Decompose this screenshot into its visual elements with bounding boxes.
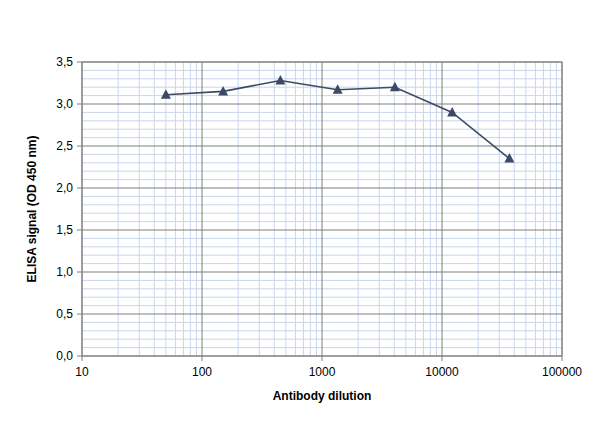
minor-grid bbox=[303, 62, 304, 356]
minor-grid bbox=[478, 62, 479, 356]
minor-grid bbox=[175, 62, 176, 356]
grid bbox=[82, 62, 562, 356]
x-tick bbox=[322, 356, 323, 361]
data-point bbox=[218, 86, 228, 96]
minor-grid bbox=[165, 62, 166, 356]
y-tick-label: 1,5 bbox=[56, 223, 73, 237]
y-tick bbox=[77, 62, 82, 63]
x-tick-label: 10 bbox=[75, 365, 89, 379]
y-tick-label: 2,5 bbox=[56, 139, 73, 153]
y-grid-line bbox=[82, 104, 562, 105]
chart: 10 100 1000 10000 100000 0,0 0,5 1,0 1,5 2,0 2,5 3,… bbox=[0, 0, 600, 447]
y-tick bbox=[77, 104, 82, 105]
y-tick-label: 0,0 bbox=[56, 349, 73, 363]
x-axis-title: Antibody dilution bbox=[273, 389, 372, 403]
x-tick bbox=[202, 356, 203, 361]
x-tick-label: 1000 bbox=[309, 365, 336, 379]
minor-grid bbox=[430, 62, 431, 356]
y-tick bbox=[77, 230, 82, 231]
x-grid-line bbox=[442, 62, 443, 356]
y-tick bbox=[77, 314, 82, 315]
minor-grid bbox=[415, 62, 416, 356]
minor-grid bbox=[358, 62, 359, 356]
minor-grid bbox=[118, 62, 119, 356]
minor-grid bbox=[310, 62, 311, 356]
minor-grid bbox=[525, 62, 526, 356]
x-tick-label: 100 bbox=[192, 365, 212, 379]
minor-grid bbox=[238, 62, 239, 356]
minor-grid bbox=[423, 62, 424, 356]
minor-grid bbox=[499, 62, 500, 356]
minor-grid bbox=[259, 62, 260, 356]
minor-grid bbox=[394, 62, 395, 356]
minor-grid bbox=[183, 62, 184, 356]
minor-grid bbox=[274, 62, 275, 356]
minor-grid bbox=[556, 62, 557, 356]
x-tick-label: 10000 bbox=[425, 365, 459, 379]
y-tick bbox=[77, 272, 82, 273]
minor-grid bbox=[379, 62, 380, 356]
x-grid-line bbox=[202, 62, 203, 356]
data-point bbox=[161, 89, 171, 99]
data-point bbox=[504, 153, 514, 163]
x-tick-label: 100000 bbox=[542, 365, 582, 379]
minor-grid bbox=[405, 62, 406, 356]
y-grid-line bbox=[82, 230, 562, 231]
minor-grid bbox=[295, 62, 296, 356]
y-tick bbox=[77, 188, 82, 189]
y-tick bbox=[77, 356, 82, 357]
minor-grid bbox=[139, 62, 140, 356]
ticks: 10 100 1000 10000 100000 0,0 0,5 1,0 1,5 2,0 2,5 3,… bbox=[56, 55, 582, 379]
y-grid-line bbox=[82, 314, 562, 315]
x-grid-line bbox=[322, 62, 323, 356]
series bbox=[161, 75, 515, 163]
y-grid-line bbox=[82, 188, 562, 189]
minor-grid bbox=[535, 62, 536, 356]
x-tick bbox=[82, 356, 83, 361]
y-tick-label: 2,0 bbox=[56, 181, 73, 195]
minor-grid bbox=[550, 62, 551, 356]
y-tick-label: 3,5 bbox=[56, 55, 73, 69]
data-point bbox=[333, 84, 343, 94]
plot-frame bbox=[82, 62, 562, 356]
y-grid-line bbox=[82, 272, 562, 273]
minor-grid bbox=[285, 62, 286, 356]
y-tick-label: 1,0 bbox=[56, 265, 73, 279]
y-tick-label: 3,0 bbox=[56, 97, 73, 111]
y-tick-label: 0,5 bbox=[56, 307, 73, 321]
data-point bbox=[390, 82, 400, 92]
background bbox=[0, 0, 600, 447]
x-tick bbox=[442, 356, 443, 361]
y-tick bbox=[77, 146, 82, 147]
minor-grid bbox=[316, 62, 317, 356]
minor-grid bbox=[543, 62, 544, 356]
data-point bbox=[275, 75, 285, 85]
minor-grid bbox=[190, 62, 191, 356]
minor-grid bbox=[154, 62, 155, 356]
y-grid-line bbox=[82, 146, 562, 147]
x-tick bbox=[562, 356, 563, 361]
data-point bbox=[447, 107, 457, 117]
y-axis-title: ELISA signal (OD 450 nm) bbox=[25, 136, 39, 283]
minor-grid bbox=[196, 62, 197, 356]
chart-root: 10 100 1000 10000 100000 0,0 0,5 1,0 1,5 2,0 2,5 3,… bbox=[0, 0, 600, 447]
series-line bbox=[166, 80, 510, 158]
minor-grid bbox=[514, 62, 515, 356]
